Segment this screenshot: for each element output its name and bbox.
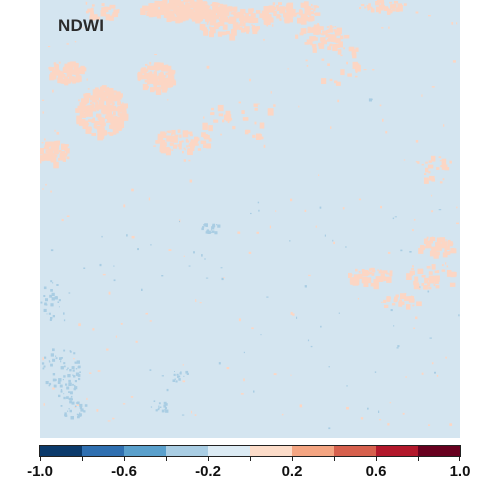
ndwi-map <box>40 0 460 438</box>
colorbar-swatch-2 <box>124 446 166 456</box>
colorbar-tick <box>292 456 293 461</box>
colorbar-tick <box>459 456 460 461</box>
colorbar-swatch-9 <box>418 446 460 456</box>
map-title: NDWI <box>58 16 105 35</box>
colorbar-tick <box>334 456 335 461</box>
colorbar-swatch-0 <box>40 446 82 456</box>
colorbar-tick-label: 1.0 <box>449 463 471 480</box>
ndwi-raster <box>40 0 460 438</box>
colorbar-tick-label: -0.2 <box>195 463 221 480</box>
colorbar-swatch-3 <box>166 446 208 456</box>
colorbar-tick <box>40 456 41 461</box>
colorbar-swatch-7 <box>334 446 376 456</box>
colorbar-tick <box>124 456 125 461</box>
colorbar-tick <box>208 456 209 461</box>
colorbar-tick-label: 0.6 <box>365 463 387 480</box>
positive-ndwi-patches <box>40 0 459 426</box>
colorbar-tick <box>250 456 251 461</box>
colorbar-tick <box>166 456 167 461</box>
colorbar-tick <box>376 456 377 461</box>
colorbar-tick <box>418 456 419 461</box>
colorbar-swatch-5 <box>250 446 292 456</box>
colorbar-ticks <box>40 456 460 462</box>
colorbar-tick-label: -0.6 <box>111 463 137 480</box>
colorbar-tick-label: 0.2 <box>281 463 303 480</box>
colorbar-swatch-8 <box>376 446 418 456</box>
colorbar-tick <box>82 456 83 461</box>
colorbar-swatch-4 <box>208 446 250 456</box>
colorbar-swatch-1 <box>82 446 124 456</box>
colorbar <box>39 445 461 457</box>
colorbar-tick-label: -1.0 <box>27 463 53 480</box>
colorbar-swatch-6 <box>292 446 334 456</box>
negative-ndwi-patches <box>40 98 460 430</box>
